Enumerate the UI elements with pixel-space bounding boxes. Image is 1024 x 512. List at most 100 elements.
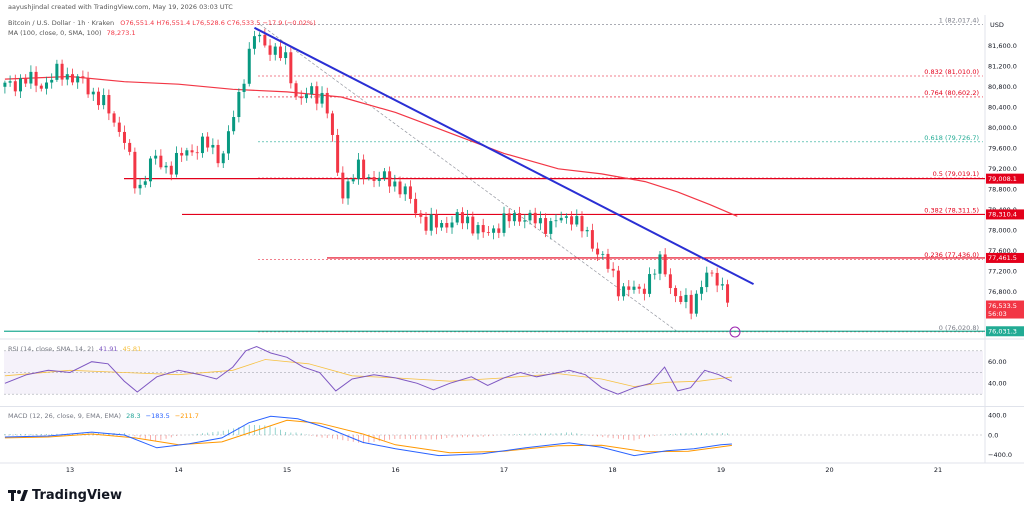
candle-body xyxy=(481,225,485,233)
candle-body xyxy=(596,248,600,255)
rsi-line xyxy=(4,345,733,395)
ma-100-line xyxy=(4,75,738,217)
candle-body xyxy=(325,92,329,114)
credit-line: aayushjindal created with TradingView.co… xyxy=(8,3,233,11)
candle-body xyxy=(502,213,506,233)
candle-body xyxy=(642,288,646,294)
price-tick-label: 81,600.0 xyxy=(988,42,1017,50)
price-tick-label: 80,800.0 xyxy=(988,83,1017,91)
rsi-ma-value: 45.81 xyxy=(122,345,142,353)
candle-body xyxy=(611,268,615,271)
time-tick-label: 16 xyxy=(391,466,399,474)
candle-body xyxy=(330,113,334,135)
candle-body xyxy=(544,218,548,234)
candle-body xyxy=(148,158,152,182)
price-tick-label: 81,200.0 xyxy=(988,63,1017,71)
macd-legend-label: MACD (12, 26, close, 9, EMA, EMA) xyxy=(8,412,122,420)
candle-body xyxy=(117,122,121,132)
candle-body xyxy=(601,253,605,255)
candle-body xyxy=(268,45,272,55)
candle-body xyxy=(507,213,511,222)
candle-body xyxy=(341,172,345,199)
candle-body xyxy=(705,272,709,288)
candle-body xyxy=(419,213,423,217)
candle-body xyxy=(720,284,724,286)
candles-group xyxy=(3,28,730,320)
candle-body xyxy=(122,131,126,143)
candle-body xyxy=(559,217,563,221)
candle-body xyxy=(39,85,43,89)
candle-body xyxy=(24,78,28,84)
candle-body xyxy=(273,46,277,55)
candle-body xyxy=(663,254,667,275)
fib-diagonal-line xyxy=(259,24,678,333)
time-tick-label: 13 xyxy=(66,466,74,474)
candle-body xyxy=(616,270,620,297)
ohlc-values: O76,551.4 H76,551.4 L76,528.6 C76,533.5 … xyxy=(120,19,316,27)
candle-body xyxy=(96,91,100,106)
macd-signal-line xyxy=(4,419,732,454)
candle-body xyxy=(252,36,256,49)
price-tick-label: 78,800.0 xyxy=(988,186,1017,194)
symbol-title: Bitcoin / U.S. Dollar · 1h · Kraken O76,… xyxy=(8,19,316,27)
candle-body xyxy=(216,144,220,164)
macd-line-value: −183.5 xyxy=(145,412,170,420)
last-price-value: 76,533.5 xyxy=(988,302,1017,310)
candle-body xyxy=(523,220,527,222)
currency-label: USD xyxy=(990,21,1004,29)
candle-body xyxy=(549,221,553,234)
candle-body xyxy=(315,86,319,104)
candle-body xyxy=(195,152,199,154)
candle-body xyxy=(91,91,95,95)
rsi-legend: RSI (14, close, SMA, 14, 2) 41.91 45.81 xyxy=(8,345,141,353)
candle-body xyxy=(372,177,376,181)
candle-body xyxy=(715,272,719,286)
price-tick-label: 79,600.0 xyxy=(988,145,1017,153)
candle-body xyxy=(528,212,532,221)
candle-body xyxy=(206,136,210,148)
candle-body xyxy=(44,82,48,89)
candle-body xyxy=(590,230,594,249)
tradingview-logo: TradingView xyxy=(8,488,122,503)
candle-body xyxy=(679,296,683,302)
candle-body xyxy=(476,225,480,234)
candle-body xyxy=(320,92,324,104)
rsi-tick-label: 60.00 xyxy=(988,358,1007,366)
candle-body xyxy=(133,151,137,189)
ma-legend: MA (100, close, 0, SMA, 100) 78,273.1 xyxy=(8,29,136,37)
candle-body xyxy=(3,82,7,87)
rsi-legend-label: RSI (14, close, SMA, 14, 2) xyxy=(8,345,94,353)
candle-body xyxy=(622,286,626,297)
fib-level-label: 0.832 (81,010.0) xyxy=(924,68,979,76)
candle-body xyxy=(174,152,178,175)
candle-body xyxy=(304,94,308,99)
candle-body xyxy=(627,286,631,290)
candle-body xyxy=(471,216,475,234)
candle-body xyxy=(440,223,444,228)
bar-countdown: 56:03 xyxy=(988,310,1007,318)
candle-body xyxy=(356,159,360,179)
candle-body xyxy=(81,76,85,79)
candle-body xyxy=(299,96,303,99)
candle-body xyxy=(242,83,246,92)
candle-body xyxy=(648,274,652,294)
candle-body xyxy=(128,142,132,152)
time-tick-label: 18 xyxy=(608,466,616,474)
candle-body xyxy=(414,198,418,214)
macd-signal-value: −211.7 xyxy=(174,412,199,420)
candle-body xyxy=(18,78,22,92)
candle-body xyxy=(278,46,282,59)
candle-body xyxy=(102,95,106,106)
horizontal-level-value: 76,031.3 xyxy=(988,328,1017,336)
tradingview-wordmark: TradingView xyxy=(32,488,123,503)
candle-body xyxy=(107,95,111,114)
candle-body xyxy=(310,86,314,95)
replay-icon xyxy=(729,326,741,338)
candle-body xyxy=(554,220,558,222)
fib-level-label: 0.382 (78,311.5) xyxy=(924,206,979,214)
candle-body xyxy=(460,212,464,224)
candle-body xyxy=(13,81,17,92)
candle-body xyxy=(154,155,158,159)
macd-histogram-value: 28.3 xyxy=(126,412,141,420)
